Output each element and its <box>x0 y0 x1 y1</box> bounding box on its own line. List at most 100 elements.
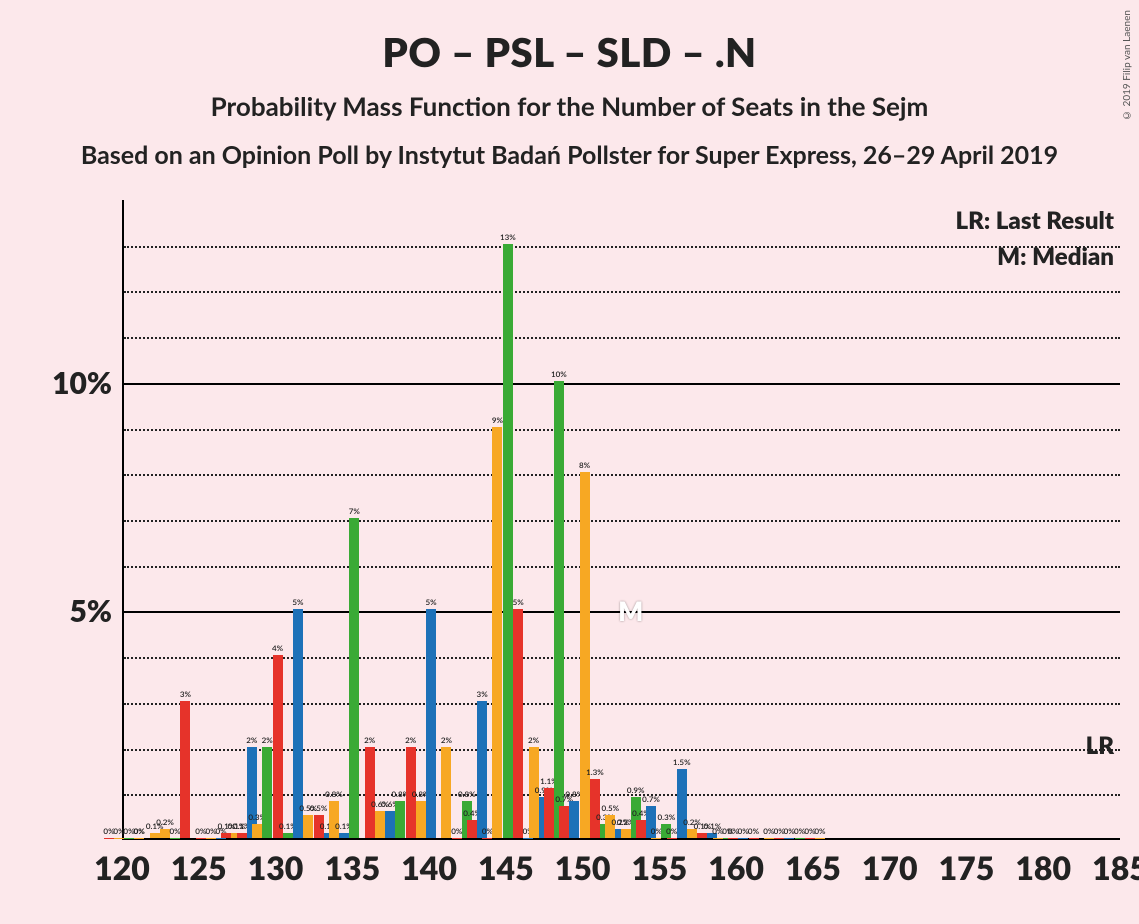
bar-label: 0.8% <box>458 789 476 799</box>
chart-container: LR: Last Result M: Median 0%0%0%0%0%0.1%… <box>40 200 1120 900</box>
x-axis-label: 130 <box>248 848 304 887</box>
bar-red <box>559 806 569 838</box>
page-caption: Based on an Opinion Poll by Instytut Bad… <box>0 122 1139 170</box>
gridline-major <box>124 383 1120 385</box>
median-marker: M <box>618 595 643 627</box>
bar-blue <box>784 838 794 839</box>
bar-label: 5% <box>292 597 303 607</box>
gridline-minor <box>124 291 1120 293</box>
bar-label: 1.3% <box>586 767 604 777</box>
bar-blue <box>477 701 487 838</box>
bar-red <box>452 838 462 839</box>
bar-green <box>283 833 293 838</box>
bar-green <box>262 747 272 838</box>
bar-label: 0% <box>748 826 759 836</box>
x-axis-label: 135 <box>324 848 380 887</box>
lr-marker: LR <box>1086 731 1114 760</box>
bar-label: 0% <box>482 826 493 836</box>
bar-red <box>467 820 477 838</box>
x-axis-label: 175 <box>939 848 995 887</box>
bar-red <box>237 833 247 838</box>
bar-label: 8% <box>579 460 590 470</box>
gridline-minor <box>124 566 1120 568</box>
x-axis-label: 180 <box>1015 848 1071 887</box>
bar-red <box>513 609 523 838</box>
page-title: PO – PSL – SLD – .N <box>0 0 1139 76</box>
bar-label: 2% <box>441 735 452 745</box>
bar-blue <box>426 609 436 838</box>
bar-orange <box>621 829 631 838</box>
bar-red <box>667 838 677 839</box>
bar-orange <box>134 838 144 839</box>
bar-orange <box>713 838 723 839</box>
bar-label: 0% <box>169 826 180 836</box>
page-subtitle: Probability Mass Function for the Number… <box>0 76 1139 122</box>
bar-green <box>503 244 513 838</box>
bar-label: 0.7% <box>642 794 660 804</box>
bar-green <box>170 838 180 839</box>
gridline-minor <box>124 429 1120 431</box>
bar-green <box>349 518 359 838</box>
plot-area: LR: Last Result M: Median 0%0%0%0%0%0.1%… <box>122 200 1120 840</box>
x-axis-label: 185 <box>1092 848 1139 887</box>
bar-green <box>124 838 134 839</box>
x-axis-label: 155 <box>632 848 688 887</box>
legend-lr: LR: Last Result <box>956 206 1114 235</box>
bar-red <box>104 838 114 839</box>
x-axis-label: 120 <box>94 848 150 887</box>
bar-label: 0% <box>451 826 462 836</box>
bar-orange <box>815 838 825 839</box>
bar-red <box>697 833 707 838</box>
gridline-minor <box>124 474 1120 476</box>
bar-orange <box>416 801 426 838</box>
bar-green <box>554 381 564 838</box>
bar-label: 7% <box>349 506 360 516</box>
bar-label: 1.5% <box>673 757 691 767</box>
bar-label: 0% <box>651 826 662 836</box>
bar-blue <box>677 769 687 838</box>
bar-red <box>636 820 646 838</box>
bar-orange <box>375 811 385 838</box>
bar-red <box>774 838 784 839</box>
bar-red <box>221 833 231 838</box>
bar-label: 13% <box>500 232 516 242</box>
x-axis-label: 160 <box>708 848 764 887</box>
bar-red <box>273 655 283 838</box>
bar-label: 0% <box>814 826 825 836</box>
bar-orange <box>441 747 451 838</box>
bar-green <box>795 838 805 839</box>
bar-label: 2% <box>262 735 273 745</box>
bar-red <box>196 838 206 839</box>
bar-red <box>482 838 492 839</box>
bar-orange <box>580 472 590 838</box>
bar-red <box>728 838 738 839</box>
bar-label: 5% <box>513 597 524 607</box>
bar-label: 10% <box>551 369 567 379</box>
gridline-minor <box>124 337 1120 339</box>
gridline-minor <box>124 246 1120 248</box>
bar-label: 0.3% <box>658 812 676 822</box>
bar-label: 0% <box>134 826 145 836</box>
y-axis-label: 5% <box>40 593 112 629</box>
bar-red <box>749 838 759 839</box>
x-axis-label: 125 <box>171 848 227 887</box>
bar-label: 0.8% <box>325 789 343 799</box>
bar-orange <box>150 833 160 838</box>
x-axis-label: 140 <box>401 848 457 887</box>
bar-orange <box>329 801 339 838</box>
bar-label: 5% <box>425 597 436 607</box>
bar-label: 2% <box>528 735 539 745</box>
bar-blue <box>738 838 748 839</box>
bar-blue <box>569 801 579 838</box>
x-axis-label: 165 <box>785 848 841 887</box>
bar-orange <box>114 838 124 839</box>
gridline-minor <box>124 520 1120 522</box>
x-axis-label: 150 <box>555 848 611 887</box>
bar-label: 2% <box>364 735 375 745</box>
bar-blue <box>385 811 395 838</box>
bar-orange <box>206 838 216 839</box>
bar-orange <box>651 838 661 839</box>
bar-green <box>395 801 405 838</box>
bar-orange <box>252 824 262 838</box>
bar-label: 2% <box>405 735 416 745</box>
